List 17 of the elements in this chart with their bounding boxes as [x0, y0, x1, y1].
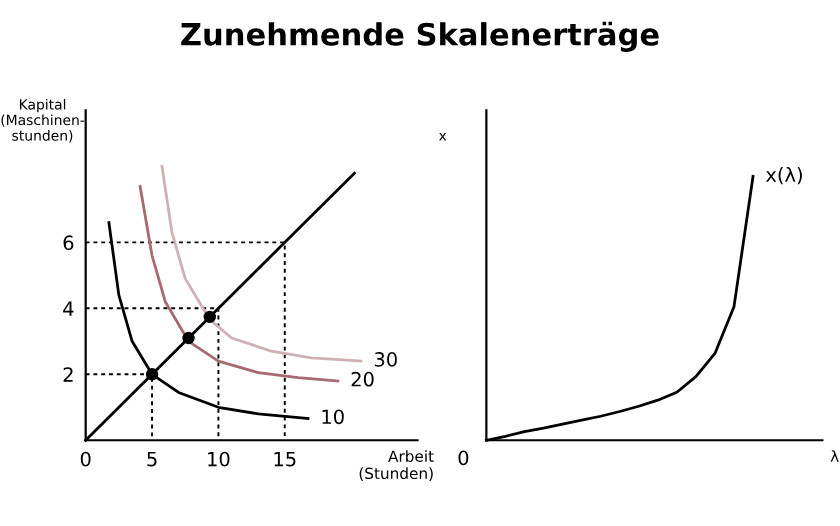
x-tick-label: 15	[274, 451, 296, 467]
series-label: x(λ)	[765, 167, 802, 185]
x-tick-label: 10	[208, 451, 230, 467]
x-tick-label: 0	[80, 451, 91, 467]
series-label: 20	[351, 371, 374, 387]
point	[182, 331, 195, 345]
point	[145, 368, 159, 381]
x-tick-label: 5	[147, 451, 157, 467]
y-tick-label: 2	[63, 367, 73, 382]
line-series	[138, 184, 340, 383]
series-label: 10	[322, 409, 344, 425]
point	[203, 310, 216, 324]
line-series	[160, 165, 363, 363]
chart-title: Zunehmende Skalenerträge	[181, 21, 659, 52]
series-label: 30	[374, 352, 397, 367]
y-tick-label: 4	[63, 301, 74, 316]
y-tick-label: 6	[63, 235, 74, 251]
